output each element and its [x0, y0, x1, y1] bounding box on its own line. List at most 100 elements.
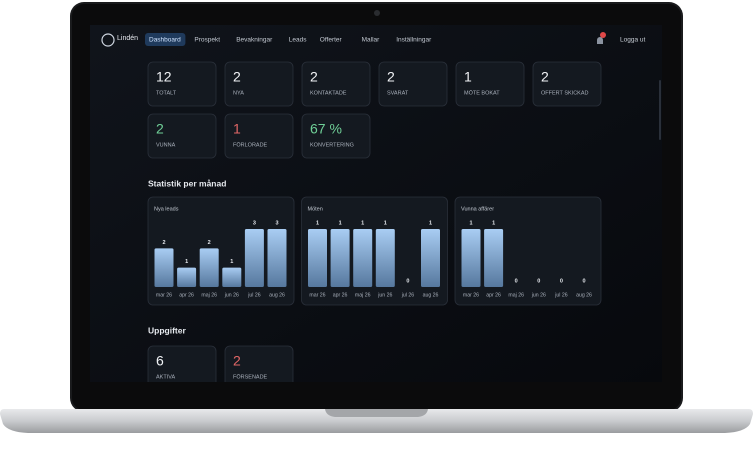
- bar: [421, 229, 440, 287]
- scrollbar: [659, 80, 661, 140]
- nav-item[interactable]: Dashboard: [149, 37, 181, 44]
- bar-value: 1: [429, 220, 432, 226]
- logo-icon: [101, 33, 115, 47]
- bar-value: 1: [492, 220, 495, 226]
- x-label: aug 26: [576, 292, 592, 298]
- stat-label: FÖRSENADE: [233, 373, 268, 380]
- brand: Lindén: [117, 35, 138, 42]
- laptop-notch: [325, 409, 428, 417]
- bar-value: 3: [275, 220, 278, 226]
- nav-item[interactable]: Leads: [289, 37, 307, 44]
- stat-value: 67 %: [310, 121, 342, 137]
- x-label: mar 26: [156, 292, 172, 298]
- stat-value: 2: [310, 69, 318, 85]
- chart-title: Vunna affärer: [461, 206, 494, 212]
- x-label: apr 26: [333, 292, 348, 298]
- x-label: aug 26: [423, 292, 439, 298]
- stat-value: 2: [233, 69, 241, 85]
- nav-item[interactable]: Prospekt: [194, 37, 220, 44]
- card: [224, 345, 294, 382]
- x-label: jun 26: [224, 292, 239, 298]
- stat-label: KONVERTERING: [310, 142, 354, 148]
- nav-item[interactable]: Offerter: [320, 37, 343, 44]
- stat-value: 2: [387, 69, 395, 85]
- bar: [353, 229, 373, 287]
- bar-value: 0: [406, 278, 409, 284]
- x-label: mar 26: [309, 292, 325, 298]
- nav-item[interactable]: Mallar: [362, 37, 381, 44]
- x-label: aug 26: [269, 292, 285, 298]
- screen: Lindén Logga ut Statistik per månad Uppg…: [90, 25, 662, 382]
- bar-value: 0: [537, 278, 540, 284]
- stat-value: 2: [156, 121, 164, 137]
- laptop-base: [0, 409, 753, 433]
- stat-label: TOTALT: [156, 90, 177, 96]
- x-label: jul 26: [247, 292, 261, 298]
- x-label: jun 26: [377, 292, 392, 298]
- stat-label: FÖRLORADE: [233, 141, 268, 148]
- bar: [484, 229, 504, 287]
- x-label: apr 26: [179, 292, 194, 298]
- card: [532, 61, 602, 107]
- card: [224, 61, 294, 107]
- bar: [222, 267, 242, 287]
- bar-value: 1: [469, 220, 472, 226]
- bar-value: 2: [162, 240, 165, 246]
- card: [301, 61, 371, 107]
- bar: [375, 229, 395, 287]
- bar: [330, 229, 350, 287]
- chart-title: Nya leads: [154, 206, 179, 212]
- stat-value: 6: [156, 353, 164, 369]
- bar: [267, 229, 287, 287]
- bar-value: 1: [316, 220, 319, 226]
- stat-value: 2: [541, 69, 549, 85]
- bar-value: 0: [515, 278, 518, 284]
- card: [301, 113, 371, 159]
- card: [147, 113, 217, 159]
- stat-label: VUNNA: [156, 142, 176, 148]
- bar: [199, 248, 219, 287]
- stat-value: 12: [156, 69, 172, 85]
- notification-badge: [600, 32, 606, 38]
- bar: [244, 229, 264, 287]
- logout[interactable]: Logga ut: [620, 37, 645, 44]
- bar-value: 3: [253, 220, 256, 226]
- x-label: apr 26: [486, 292, 501, 298]
- bar: [177, 267, 197, 287]
- x-label: maj 26: [355, 292, 371, 298]
- notification-bell[interactable]: [597, 37, 603, 44]
- stat-label: NYA: [233, 90, 244, 96]
- bar-value: 0: [582, 278, 585, 284]
- x-label: maj 26: [201, 292, 217, 298]
- x-label: maj 26: [508, 292, 524, 298]
- stat-label: AKTIVA: [156, 374, 175, 380]
- nav-item[interactable]: Bevakningar: [236, 37, 273, 44]
- stat-label: MÖTE BOKAT: [464, 89, 500, 96]
- x-label: jul 26: [401, 292, 415, 298]
- stat-label: SVARAT: [387, 90, 409, 96]
- camera: [374, 10, 380, 16]
- card: [455, 61, 525, 107]
- x-label: jul 26: [554, 292, 568, 298]
- bar: [461, 229, 481, 287]
- bar-value: 1: [339, 220, 342, 226]
- chart-title: Möten: [308, 206, 323, 212]
- x-label: mar 26: [463, 292, 479, 298]
- bar-value: 0: [560, 278, 563, 284]
- card: [378, 61, 448, 107]
- x-label: jun 26: [531, 292, 546, 298]
- nav-item[interactable]: Inställningar: [396, 37, 432, 44]
- bar-value: 2: [208, 240, 211, 246]
- stat-value: 1: [233, 121, 241, 137]
- bar: [308, 229, 327, 287]
- bar-value: 1: [361, 220, 364, 226]
- card: [147, 345, 217, 382]
- bar-value: 1: [230, 259, 233, 265]
- bar: [154, 248, 174, 287]
- nav-active-bg: [145, 33, 186, 46]
- card: [224, 113, 294, 159]
- section-title: Uppgifter: [148, 325, 186, 335]
- stat-label: KONTAKTADE: [310, 90, 347, 96]
